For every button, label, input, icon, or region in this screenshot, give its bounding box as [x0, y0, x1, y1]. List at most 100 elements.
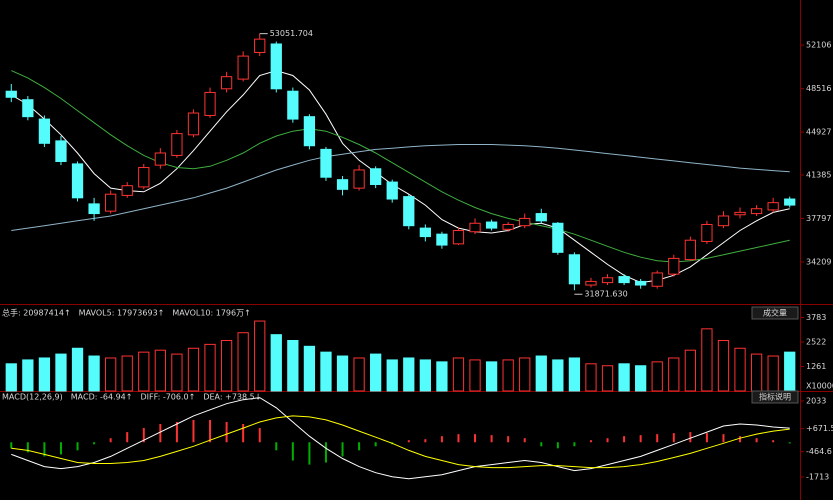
candle-body — [38, 118, 51, 144]
candle-body — [519, 217, 531, 227]
candle-body — [535, 213, 547, 222]
volume-bar — [71, 347, 84, 392]
button[interactable] — [751, 390, 799, 404]
volume-bar — [436, 361, 448, 392]
y-tick-label: 52106 — [806, 41, 831, 50]
candle-body — [784, 198, 796, 206]
volume-bar — [204, 343, 216, 392]
volume-bar — [502, 359, 514, 392]
volume-bar — [287, 339, 299, 392]
candle-body — [204, 91, 216, 116]
candle-body — [370, 168, 382, 185]
volume-bar — [784, 351, 796, 392]
volume-bar — [55, 353, 67, 392]
volume-bar — [767, 355, 779, 392]
volume-bar — [419, 359, 431, 392]
candle-body — [618, 276, 630, 284]
candle-body — [105, 193, 117, 212]
candle-body — [502, 223, 514, 230]
volume-bar — [370, 353, 382, 392]
candle-body — [353, 169, 365, 189]
volume-bar — [668, 357, 680, 392]
volume-bar — [701, 328, 713, 392]
y-tick-label: 37797 — [806, 214, 831, 223]
candle-body — [88, 203, 100, 215]
volume-bar — [254, 320, 266, 392]
volume-bar — [403, 357, 415, 392]
candle-body — [237, 55, 249, 80]
volume-bar — [535, 355, 547, 392]
y-tick-label: 41385 — [806, 170, 831, 179]
y-tick-label: -1713 — [806, 472, 829, 481]
min-annotation: 31871.630 — [584, 290, 627, 299]
volume-bar — [585, 363, 597, 392]
legend-entry: MAVOL10: 1796万↑ — [172, 309, 250, 318]
candle-body — [717, 215, 730, 227]
y-tick-label: 3783 — [806, 313, 826, 322]
button-label[interactable]: 指标说明 — [759, 392, 791, 402]
volume-bar — [519, 357, 531, 392]
volume-bar — [38, 357, 51, 392]
volume-bar — [651, 361, 663, 392]
volume-bar — [270, 334, 282, 392]
legend-entry: DIFF: -706.0↑ — [140, 393, 195, 402]
legend-entry: MACD: -64.94↑ — [71, 393, 133, 402]
volume-bar — [88, 355, 100, 392]
volume-bar — [618, 363, 630, 392]
candle-body — [419, 227, 431, 238]
volume-bar — [353, 357, 365, 392]
candle-body — [287, 90, 299, 120]
candle-body — [154, 152, 166, 166]
candle-body — [601, 277, 614, 284]
candle-body — [121, 185, 133, 196]
volume-bar — [717, 339, 730, 392]
candle-body — [187, 112, 200, 136]
candle-body — [320, 148, 332, 178]
candle-body — [138, 167, 150, 188]
indicator-line — [11, 397, 790, 480]
y-tick-label: 2033 — [806, 397, 826, 406]
candle-body — [386, 181, 398, 200]
candle-body — [452, 230, 465, 245]
volume-bar — [568, 357, 581, 392]
volume-bar — [386, 359, 398, 392]
button[interactable] — [751, 306, 799, 320]
legend-entry: DEA: +738.5↓ — [203, 393, 261, 402]
candle-body — [336, 179, 349, 190]
volume-bar — [237, 332, 249, 392]
legend-entry: 总手: 20987414↑ — [2, 308, 71, 318]
candle-body — [270, 43, 282, 90]
button-label[interactable]: 成交量 — [763, 308, 787, 318]
candle-body — [254, 38, 266, 53]
y-tick-label: -464.6 — [806, 447, 832, 456]
candle-body — [303, 116, 316, 147]
y-tick-label: 34209 — [806, 257, 831, 266]
y-tick-label: 48516 — [806, 84, 831, 93]
candle-body — [55, 140, 67, 162]
volume-bar — [635, 365, 647, 392]
legend-entry: MAVOL5: 17973693↑ — [79, 309, 165, 318]
indicator-line — [11, 70, 790, 263]
candle-body — [469, 222, 481, 233]
candle-body — [403, 196, 415, 227]
candle-body — [552, 222, 564, 253]
volume-bar — [138, 351, 150, 392]
candle-body — [684, 239, 696, 261]
volume-bar — [303, 345, 316, 392]
volume-bar — [105, 357, 117, 392]
volume-bar — [171, 353, 183, 392]
volume-bar — [452, 357, 465, 392]
candle-body — [171, 133, 183, 156]
candle-body — [635, 280, 647, 286]
volume-bar — [154, 349, 166, 392]
candle-body — [750, 208, 763, 215]
candle-body — [568, 254, 581, 285]
volume-bar — [220, 339, 233, 392]
volume-bar — [22, 359, 34, 392]
legend-entry: MACD(12,26,9) — [2, 393, 63, 402]
indicator-line — [11, 144, 790, 231]
candle-body — [220, 76, 233, 90]
candle-body — [701, 223, 713, 242]
